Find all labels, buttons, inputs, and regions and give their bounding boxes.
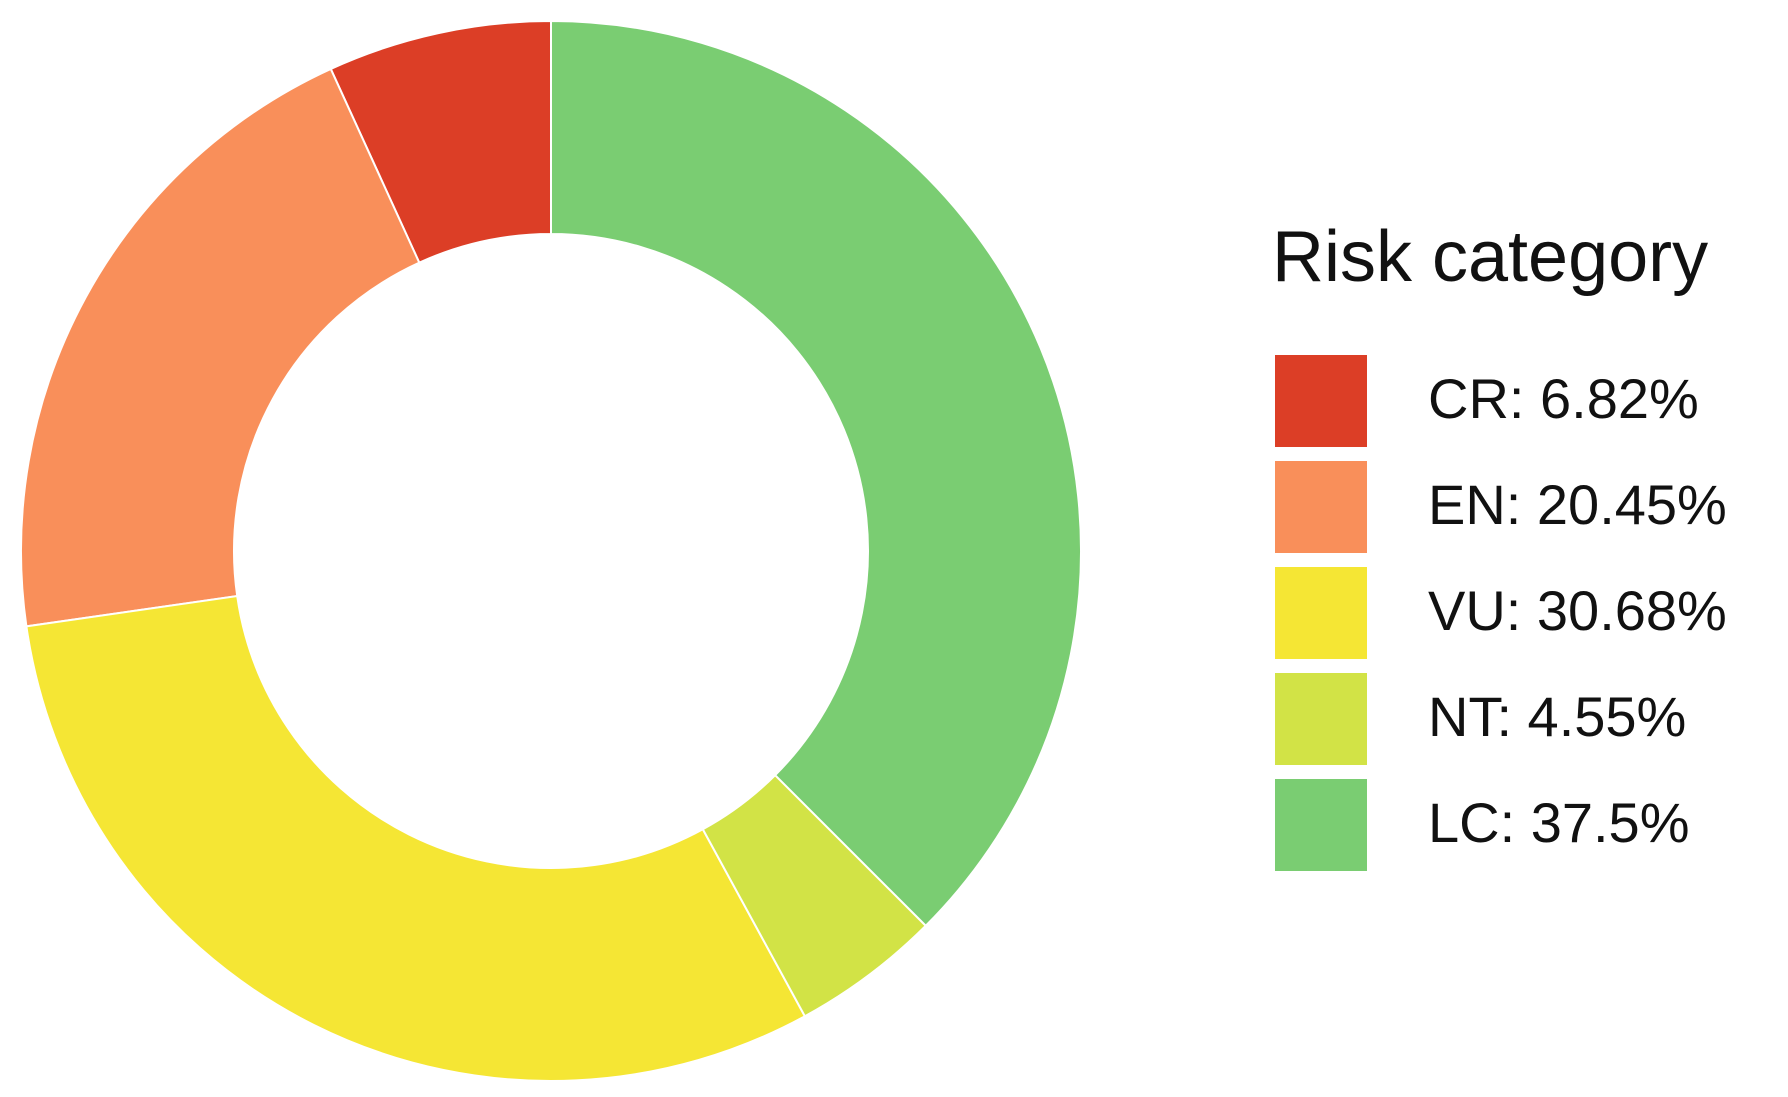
- legend-swatch: [1275, 673, 1367, 765]
- legend-swatch: [1275, 567, 1367, 659]
- legend-swatch: [1275, 461, 1367, 553]
- legend-label: VU: 30.68%: [1428, 579, 1727, 642]
- legend-label: EN: 20.45%: [1428, 473, 1727, 536]
- legend-swatch: [1275, 779, 1367, 871]
- donut-slice: [550, 19, 1083, 928]
- donut-slice: [20, 67, 421, 628]
- legend-swatch: [1275, 355, 1367, 447]
- legend-label: CR: 6.82%: [1428, 367, 1699, 430]
- legend-label: NT: 4.55%: [1428, 685, 1686, 748]
- legend-label: LC: 37.5%: [1428, 791, 1690, 854]
- legend-title: Risk category: [1272, 217, 1708, 297]
- donut-slice: [25, 594, 807, 1082]
